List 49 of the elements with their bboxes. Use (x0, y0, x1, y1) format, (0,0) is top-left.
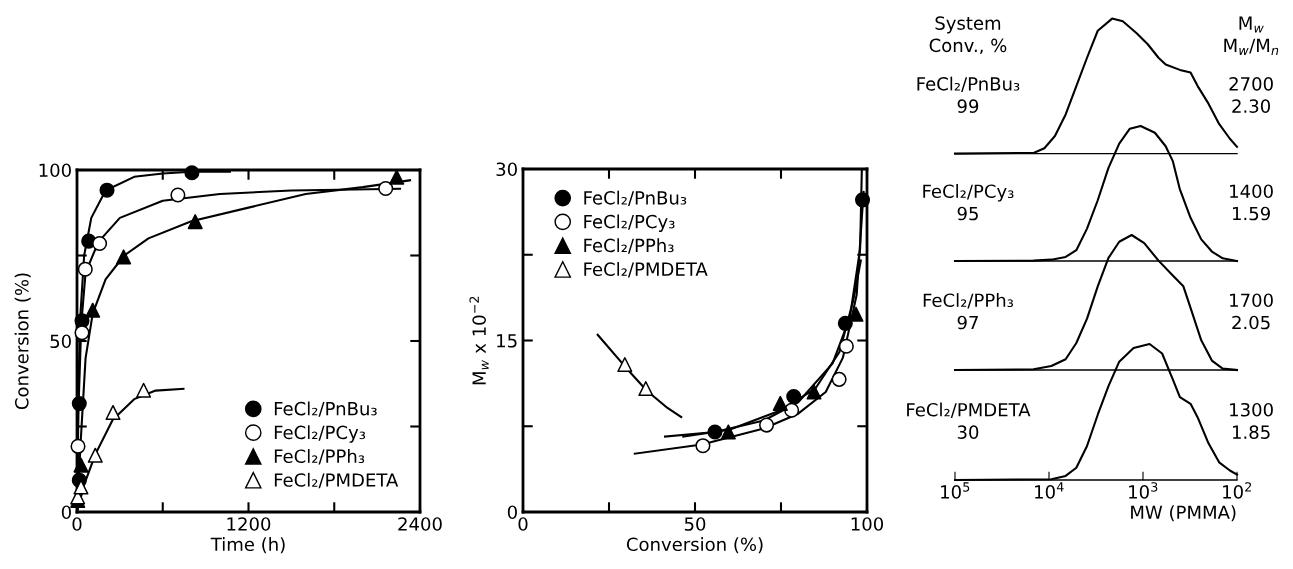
annotation: 30 (957, 425, 979, 439)
x-tick-label: 100 (851, 517, 884, 531)
annotation: 1400 (1230, 184, 1273, 199)
y-tick-label: 15 (497, 334, 517, 348)
annotation: 2.30 (1232, 99, 1270, 113)
y-tick-label: 50 (50, 334, 71, 349)
x-tick-label: 2400 (398, 517, 442, 531)
legend-label: FeCl₂/PPh₃ (584, 238, 674, 254)
annotation: 1.59 (1232, 206, 1270, 221)
legend-label: FeCl₂/PnBu₃ (584, 190, 687, 207)
x-tick-label: 0 (518, 517, 528, 531)
annotation: 95 (957, 206, 978, 221)
annotation: 2700 (1229, 77, 1273, 91)
x-axis-title: MW (PMMA) (1131, 505, 1236, 522)
annotation: 1.85 (1232, 425, 1270, 439)
annotation: 97 (957, 315, 978, 330)
y-tick-label: 0 (507, 505, 517, 520)
annotation: Conv., % (929, 38, 1007, 55)
legend-label: FeCl₂/PCy₃ (584, 214, 675, 232)
annotation: 1700 (1230, 293, 1273, 308)
annotation: FeCl₂/PnBu₃ (917, 76, 1020, 93)
legend-label: FeCl₂/PnBu₃ (274, 401, 377, 417)
annotation: FeCl₂/PCy₃ (923, 184, 1014, 202)
x-axis-title: Time (h) (210, 537, 285, 554)
x-axis-title: Conversion (%) (626, 537, 763, 554)
y-tick-label: 0 (61, 505, 71, 520)
annotation: M$_{w}$/M$_{n}$ (1224, 38, 1279, 55)
x-tick-label: 50 (684, 517, 706, 531)
y-axis-title: M$_{w}$ x 10$^{−2}$ (469, 296, 489, 385)
x-tick-label: 0 (72, 517, 82, 531)
y-tick-label: 30 (496, 162, 517, 177)
x-tick-label: 10$^{3}$ (1129, 482, 1158, 499)
legend-label: FeCl₂/PPh₃ (274, 449, 365, 465)
legend-label: FeCl₂/PCy₃ (274, 425, 366, 443)
x-tick-label: 10$^{5}$ (941, 482, 970, 499)
y-axis-title: Conversion (%) (14, 273, 31, 410)
annotation: 2.05 (1232, 315, 1270, 330)
text: M$_{w}$ (1239, 16, 1264, 33)
y-tick-label: 100 (39, 163, 71, 178)
annotation: FeCl₂/PMDETA (907, 402, 1031, 418)
legend-label: FeCl₂/PMDETA (274, 472, 399, 489)
x-tick-label: 10$^{4}$ (1035, 482, 1064, 499)
annotation: 1300 (1230, 402, 1273, 417)
legend-label: FeCl₂/PMDETA (584, 262, 708, 278)
annotation: 99 (957, 99, 979, 113)
annotation: System (935, 16, 1001, 34)
x-tick-label: 1200 (227, 517, 271, 531)
annotation: FeCl₂/PPh₃ (923, 293, 1014, 309)
x-tick-label: 10$^{2}$ (1223, 482, 1252, 499)
